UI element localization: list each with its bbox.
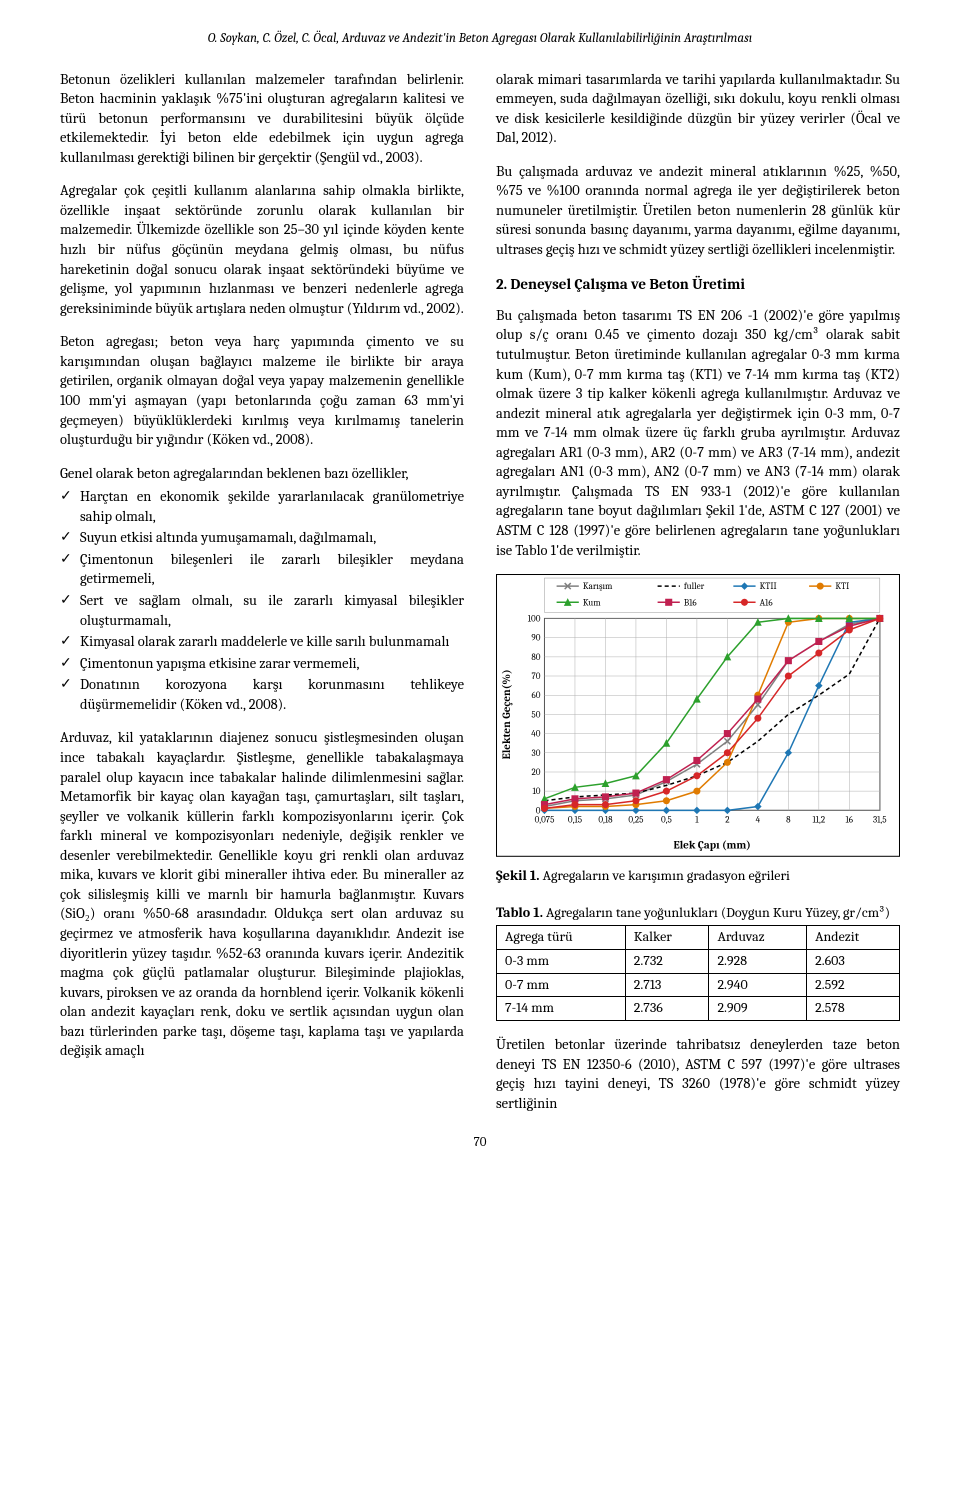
table-cell: 2.578 — [807, 997, 900, 1021]
svg-text:80: 80 — [531, 653, 540, 663]
svg-text:100: 100 — [528, 615, 541, 625]
paragraph: Üretilen betonlar üzerinde tahribatsız d… — [496, 1035, 900, 1113]
svg-text:70: 70 — [531, 672, 540, 682]
table-cell: 2.592 — [807, 973, 900, 997]
svg-text:Elekten Geçen(%): Elekten Geçen(%) — [500, 670, 513, 760]
svg-text:30: 30 — [532, 749, 541, 759]
svg-text:Karışım: Karışım — [583, 582, 613, 592]
table-caption: Tablo 1. Agregaların tane yoğunlukları (… — [496, 904, 900, 923]
svg-text:KTII: KTII — [760, 582, 777, 592]
svg-text:0,075: 0,075 — [535, 816, 555, 826]
svg-text:31,5: 31,5 — [873, 816, 887, 826]
svg-text:A16: A16 — [760, 598, 774, 608]
svg-text:0,5: 0,5 — [661, 816, 672, 826]
list-item: ✓Kimyasal olarak zararlı maddelerle ve k… — [60, 632, 464, 652]
svg-text:Kum: Kum — [583, 598, 601, 608]
paragraph: Genel olarak beton agregalarından beklen… — [60, 464, 464, 484]
svg-text:50: 50 — [531, 711, 540, 721]
table-row: 0-7 mm2.7132.9402.592 — [497, 973, 900, 997]
list-item: ✓Çimentonun bileşenleri ile zararlı bile… — [60, 550, 464, 589]
svg-text:0,15: 0,15 — [568, 816, 582, 826]
left-column: Betonun özelikleri kullanılan malzemeler… — [60, 70, 464, 1114]
list-item: ✓Sert ve sağlam olmalı, su ile zararlı k… — [60, 591, 464, 630]
svg-text:Elek Çapı (mm): Elek Çapı (mm) — [673, 839, 750, 852]
check-icon: ✓ — [60, 550, 80, 568]
svg-text:11,2: 11,2 — [812, 816, 825, 826]
page: O. Soykan, C. Özel, C. Öcal, Arduvaz ve … — [0, 0, 960, 1171]
svg-text:20: 20 — [531, 768, 540, 778]
paragraph: Beton agregası; beton veya harç yapımınd… — [60, 332, 464, 449]
check-icon: ✓ — [60, 675, 80, 693]
gradation-chart: KarışımfullerKTIIKTIKumB16A1601020304050… — [496, 574, 900, 857]
check-icon: ✓ — [60, 591, 80, 609]
table-1: Agrega türüKalkerArduvazAndezit0-3 mm2.7… — [496, 925, 900, 1022]
table-cell: 2.940 — [709, 973, 807, 997]
table-header-cell: Kalker — [625, 925, 709, 949]
figure-caption: Şekil 1. Agregaların ve karışımın gradas… — [496, 867, 900, 886]
table-cell: 2.732 — [625, 949, 709, 973]
list-item: ✓Çimentonun yapışma etkisine zarar verme… — [60, 654, 464, 674]
svg-text:fuller: fuller — [684, 582, 705, 592]
paragraph: Arduvaz, kil yataklarının diajenez sonuc… — [60, 728, 464, 1061]
list-item: ✓Harçtan en ekonomik şekilde yararlanıla… — [60, 487, 464, 526]
svg-text:16: 16 — [846, 816, 854, 826]
svg-text:8: 8 — [786, 816, 791, 826]
paragraph: Betonun özelikleri kullanılan malzemeler… — [60, 70, 464, 168]
list-item: ✓Suyun etkisi altında yumuşamamalı, dağı… — [60, 528, 464, 548]
checklist: ✓Harçtan en ekonomik şekilde yararlanıla… — [60, 487, 464, 714]
running-header: O. Soykan, C. Özel, C. Öcal, Arduvaz ve … — [60, 30, 900, 48]
two-column-layout: Betonun özelikleri kullanılan malzemeler… — [60, 70, 900, 1114]
paragraph: olarak mimari tasarımlarda ve tarihi yap… — [496, 70, 900, 148]
svg-text:60: 60 — [531, 691, 540, 701]
table-header-cell: Arduvaz — [709, 925, 807, 949]
table-header-cell: Agrega türü — [497, 925, 626, 949]
paragraph: Agregalar çok çeşitli kullanım alanların… — [60, 181, 464, 318]
table-cell: 2.713 — [625, 973, 709, 997]
table-cell: 2.736 — [625, 997, 709, 1021]
section-heading: 2. Deneysel Çalışma ve Beton Üretimi — [496, 274, 900, 294]
svg-text:10: 10 — [532, 787, 540, 797]
table-cell: 0-3 mm — [497, 949, 626, 973]
svg-text:90: 90 — [531, 634, 540, 644]
svg-text:0,25: 0,25 — [628, 816, 643, 826]
table-cell: 0-7 mm — [497, 973, 626, 997]
figure-1: KarışımfullerKTIIKTIKumB16A1601020304050… — [496, 574, 900, 857]
paragraph: Bu çalışmada arduvaz ve andezit mineral … — [496, 162, 900, 260]
right-column: olarak mimari tasarımlarda ve tarihi yap… — [496, 70, 900, 1114]
page-number: 70 — [60, 1134, 900, 1152]
svg-text:40: 40 — [531, 730, 540, 740]
svg-text:B16: B16 — [684, 598, 698, 608]
check-icon: ✓ — [60, 632, 80, 650]
check-icon: ✓ — [60, 654, 80, 672]
table-header-cell: Andezit — [807, 925, 900, 949]
table-cell: 2.603 — [807, 949, 900, 973]
table-row: 7-14 mm2.7362.9092.578 — [497, 997, 900, 1021]
svg-text:4: 4 — [756, 816, 761, 826]
table-row: 0-3 mm2.7322.9282.603 — [497, 949, 900, 973]
check-icon: ✓ — [60, 487, 80, 505]
table-cell: 7-14 mm — [497, 997, 626, 1021]
svg-text:0,18: 0,18 — [598, 816, 613, 826]
table-cell: 2.909 — [709, 997, 807, 1021]
svg-text:2: 2 — [725, 816, 730, 826]
check-icon: ✓ — [60, 528, 80, 546]
paragraph: Bu çalışmada beton tasarımı TS EN 206 -1… — [496, 306, 900, 560]
list-item: ✓Donatının korozyona karşı korunmasını t… — [60, 675, 464, 714]
svg-text:KTI: KTI — [835, 582, 849, 592]
table-cell: 2.928 — [709, 949, 807, 973]
